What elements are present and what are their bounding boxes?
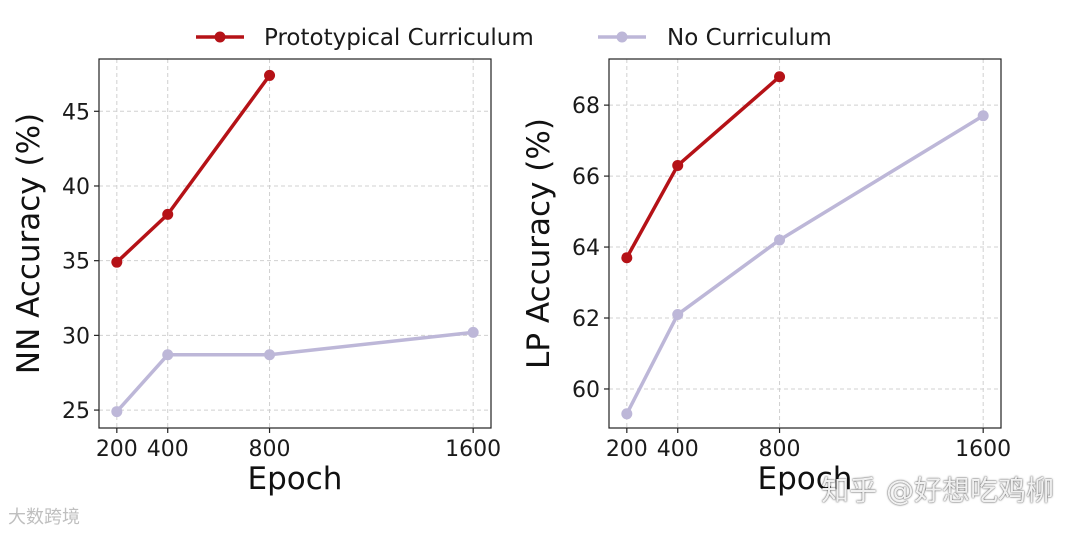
x-tick-label: 1600 <box>445 437 501 462</box>
legend-item-prototypical: Prototypical Curriculum <box>196 25 534 51</box>
y-tick-label: 45 <box>62 100 90 125</box>
y-tick-label: 30 <box>62 324 90 349</box>
data-point-prototypical <box>162 208 174 220</box>
chart-panel-2: 200 400 800 1600 60 62 64 66 68 Epoch LP Accuracy … <box>521 58 1011 497</box>
chart-panel-1: 200 400 800 1600 25 30 35 40 45 Epoch NN Accuracy … <box>11 58 501 497</box>
data-point-prototypical <box>672 159 684 171</box>
series-line-no-curriculum <box>625 114 985 415</box>
x-tick-label: 200 <box>606 437 648 462</box>
y-tick-label: 64 <box>572 236 600 261</box>
data-point-prototypical <box>774 71 786 83</box>
x-tick-label: 800 <box>759 437 801 462</box>
y-tick-label: 35 <box>62 250 90 275</box>
plot-frame <box>608 58 1002 429</box>
data-point-no-curriculum <box>621 408 633 420</box>
data-point-no-curriculum <box>162 349 174 361</box>
data-point-prototypical <box>621 252 633 264</box>
data-point-prototypical <box>111 256 123 268</box>
legend: Prototypical Curriculum No Curriculum <box>196 25 832 51</box>
series-line-prototypical <box>115 74 271 264</box>
legend-item-no-curriculum: No Curriculum <box>598 25 832 51</box>
x-tick-label: 400 <box>657 437 699 462</box>
data-point-no-curriculum <box>111 406 123 418</box>
y-tick-label: 60 <box>572 378 600 403</box>
x-tick-label: 800 <box>249 437 291 462</box>
y-axis-label: LP Accuracy (%) <box>521 118 557 369</box>
legend-label-prototypical: Prototypical Curriculum <box>264 25 534 51</box>
y-tick-label: 62 <box>572 307 600 332</box>
series-line-no-curriculum <box>115 330 474 413</box>
data-point-no-curriculum <box>467 326 479 338</box>
legend-marker-no-curriculum <box>616 31 628 43</box>
charts: 200 400 800 1600 25 30 35 40 45 Epoch NN Accuracy … <box>11 58 1011 497</box>
data-point-no-curriculum <box>672 308 684 320</box>
x-axis-label: Epoch <box>248 461 343 497</box>
x-tick-label: 400 <box>147 437 189 462</box>
data-point-no-curriculum <box>264 349 276 361</box>
x-tick-label: 200 <box>96 437 138 462</box>
data-point-prototypical <box>264 69 276 81</box>
data-point-no-curriculum <box>977 110 989 122</box>
y-tick-label: 25 <box>62 399 90 424</box>
y-tick-label: 40 <box>62 175 90 200</box>
y-tick-label: 66 <box>572 165 600 190</box>
watermark-left: 大数跨境 <box>8 507 80 528</box>
y-tick-label: 68 <box>572 94 600 119</box>
data-point-no-curriculum <box>774 234 786 246</box>
plot-frame <box>98 58 492 429</box>
x-tick-label: 1600 <box>955 437 1011 462</box>
legend-label-no-curriculum: No Curriculum <box>667 25 832 51</box>
x-axis-label: Epoch <box>758 461 853 497</box>
series-line-prototypical <box>625 75 781 259</box>
legend-marker-prototypical <box>214 31 226 43</box>
watermark-right: 知乎 @好想吃鸡柳 <box>821 474 1054 507</box>
y-axis-label: NN Accuracy (%) <box>11 113 47 374</box>
